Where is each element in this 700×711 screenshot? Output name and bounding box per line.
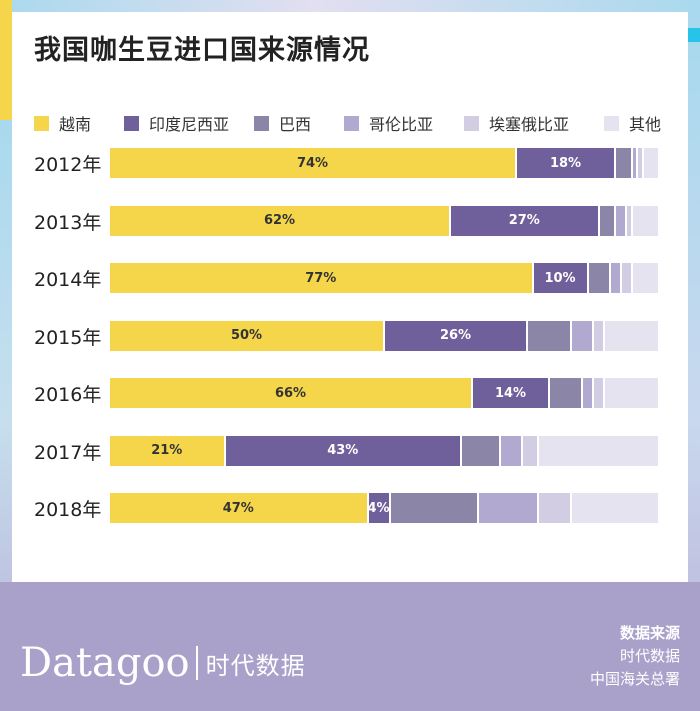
category-label: 2013年 bbox=[34, 211, 102, 234]
data-label: 77% bbox=[305, 270, 337, 286]
footer bbox=[0, 582, 700, 711]
category-label: 2017年 bbox=[34, 441, 102, 464]
legend-swatch bbox=[344, 115, 359, 131]
bar-segment: 18% bbox=[517, 148, 614, 178]
chart-panel bbox=[12, 12, 688, 582]
right-border bbox=[688, 0, 700, 711]
data-label: 26% bbox=[439, 328, 472, 343]
legend-item: 埃塞俄比亚 bbox=[464, 112, 569, 134]
bar-segment: 21% bbox=[110, 435, 224, 466]
data-source: 数据来源 时代数据 中国海关总署 bbox=[590, 622, 680, 691]
data-label: 18% bbox=[549, 155, 582, 171]
brand-logo: Datagoo 时代数据 bbox=[20, 640, 306, 686]
chart-title: 我国咖生豆进口国来源情况 bbox=[34, 35, 370, 66]
data-label: 74% bbox=[296, 155, 329, 171]
bar-segment bbox=[539, 493, 570, 523]
top-border bbox=[0, 0, 700, 12]
data-label: 21% bbox=[151, 443, 183, 458]
source-title: 数据来源 bbox=[619, 624, 680, 642]
legend-swatch bbox=[464, 115, 479, 131]
bar-segment: 27% bbox=[451, 205, 598, 236]
bar-segment bbox=[390, 493, 477, 523]
brand-name: Datagoo bbox=[20, 640, 190, 686]
bar-segment bbox=[599, 205, 614, 236]
bar-segment bbox=[550, 378, 581, 408]
data-label: 4% bbox=[367, 500, 390, 516]
bar-segment bbox=[539, 435, 658, 466]
bar-segment bbox=[627, 205, 631, 236]
legend-label: 印度尼西亚 bbox=[149, 115, 230, 134]
data-label: 14% bbox=[494, 385, 527, 401]
legend-swatch bbox=[124, 115, 139, 131]
legend-item: 其他 bbox=[604, 112, 661, 134]
bar-segment bbox=[478, 493, 537, 523]
bar-segment: 43% bbox=[225, 435, 460, 466]
bar-segment: 10% bbox=[533, 263, 587, 293]
brand-separator bbox=[195, 646, 198, 680]
bar-segment: 50% bbox=[110, 320, 383, 351]
bar-segment bbox=[605, 378, 658, 408]
bar-segment bbox=[594, 320, 603, 351]
category-label: 2015年 bbox=[34, 326, 102, 349]
bar-segment bbox=[610, 263, 620, 293]
bar-segment: 74% bbox=[110, 148, 515, 178]
legend-label: 埃塞俄比亚 bbox=[489, 115, 570, 134]
data-label: 10% bbox=[544, 270, 576, 286]
data-label: 62% bbox=[263, 213, 296, 228]
bar-segment bbox=[605, 320, 658, 351]
data-label: 66% bbox=[274, 385, 307, 401]
bar-segment bbox=[594, 378, 603, 408]
data-label: 47% bbox=[222, 500, 254, 516]
bar-segment bbox=[500, 435, 521, 466]
legend-item: 哥伦比亚 bbox=[344, 112, 433, 134]
bar-segment bbox=[632, 263, 658, 293]
bar-segment bbox=[616, 148, 631, 178]
bar-segment: 47% bbox=[110, 493, 367, 523]
category-label: 2018年 bbox=[34, 499, 102, 521]
bar-segment: 14% bbox=[473, 378, 548, 408]
legend-swatch bbox=[34, 115, 49, 131]
legend-swatch bbox=[604, 115, 619, 131]
source-line: 中国海关总署 bbox=[589, 670, 680, 688]
legend-label: 其他 bbox=[629, 115, 662, 134]
bar-segment: 66% bbox=[110, 378, 471, 408]
bar-segment bbox=[588, 263, 609, 293]
bar-segment: 26% bbox=[385, 320, 526, 351]
category-label: 2014年 bbox=[34, 269, 102, 291]
data-label: 27% bbox=[508, 213, 540, 228]
bar-segment bbox=[572, 320, 592, 351]
bar-segment bbox=[638, 148, 642, 178]
data-label: 50% bbox=[230, 328, 263, 343]
bar-segment: 77% bbox=[110, 263, 532, 293]
left-border bbox=[0, 0, 12, 711]
bar-segment: 62% bbox=[110, 205, 449, 236]
bar-segment bbox=[572, 493, 658, 523]
legend-item: 巴西 bbox=[254, 112, 311, 134]
bar-segment bbox=[583, 378, 592, 408]
bar-segment bbox=[522, 435, 537, 466]
bar-segment bbox=[616, 205, 625, 236]
bar-segment bbox=[462, 435, 499, 466]
bar-segment bbox=[643, 148, 658, 178]
bar-segment: 4% bbox=[367, 493, 390, 523]
bar-segment bbox=[632, 148, 636, 178]
data-label: 43% bbox=[327, 443, 359, 458]
bar-segment bbox=[621, 263, 631, 293]
category-label: 2016年 bbox=[34, 384, 102, 406]
legend-label: 越南 bbox=[59, 115, 92, 134]
source-line: 时代数据 bbox=[619, 647, 680, 665]
bar-segment bbox=[632, 205, 658, 236]
brand-cn-name: 时代数据 bbox=[205, 651, 306, 680]
bar-segment bbox=[528, 320, 570, 351]
legend-label: 哥伦比亚 bbox=[369, 115, 434, 134]
legend-item: 印度尼西亚 bbox=[124, 112, 229, 134]
legend-label: 巴西 bbox=[279, 115, 312, 134]
legend-item: 越南 bbox=[34, 112, 91, 134]
legend-swatch bbox=[254, 115, 269, 131]
category-label: 2012年 bbox=[34, 154, 102, 176]
